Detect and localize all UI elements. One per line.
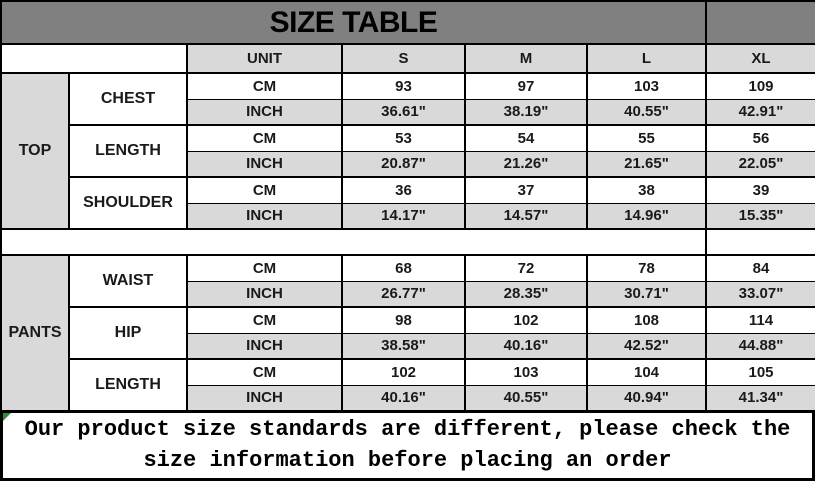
spacer-cell: [0, 228, 707, 256]
header-row: UNIT S M L XL: [0, 43, 815, 74]
cell-corner-flag-icon: [3, 413, 11, 421]
value-cell: 93: [341, 72, 466, 100]
measurement-label: LENGTH: [68, 358, 188, 412]
table-row: HIP CM 98 102 108 114: [1, 306, 815, 360]
value-cell: 40.94": [586, 384, 707, 412]
value-cell: 28.35": [464, 280, 588, 308]
value-cell: 14.17": [341, 202, 466, 230]
title-row: SIZE TABLE: [0, 0, 815, 45]
measurement-label: LENGTH: [68, 124, 188, 178]
value-cell: 72: [464, 254, 588, 282]
value-cell: 102: [341, 358, 466, 386]
value-cell: 33.07": [705, 280, 815, 308]
value-cell: 40.55": [464, 384, 588, 412]
unit-cell: CM: [186, 176, 343, 204]
column-header-unit: UNIT: [186, 43, 343, 74]
value-cell: 42.52": [586, 332, 707, 360]
value-cell: 104: [586, 358, 707, 386]
section-label-pants: PANTS: [0, 254, 70, 412]
section-label-top: TOP: [0, 72, 70, 230]
size-table: SIZE TABLE UNIT S M L XL TOP CHEST CM 93…: [0, 0, 815, 412]
unit-cell: INCH: [186, 98, 343, 126]
spacer-cell: [705, 228, 815, 256]
value-cell: 114: [705, 306, 815, 334]
value-cell: 97: [464, 72, 588, 100]
unit-cell: INCH: [186, 202, 343, 230]
table-row: INCH 20.87" 21.26" 21.65" 22.05": [1, 150, 815, 178]
note-line-2: size information before placing an order: [143, 447, 672, 473]
value-cell: 40.16": [341, 384, 466, 412]
value-cell: 105: [705, 358, 815, 386]
value-cell: 36.61": [341, 98, 466, 126]
measurement-label: HIP: [68, 306, 188, 360]
header-corner-cell: [0, 43, 188, 74]
value-cell: 14.96": [586, 202, 707, 230]
value-cell: 42.91": [705, 98, 815, 126]
title-row-spacer: [705, 0, 815, 45]
value-cell: 14.57": [464, 202, 588, 230]
value-cell: 40.55": [586, 98, 707, 126]
table-row: TOP CHEST CM 93 97 103 109: [0, 72, 815, 230]
table-row: LENGTH CM 53 54 55 56: [1, 124, 815, 178]
table-row: INCH 40.16" 40.55" 40.94" 41.34": [1, 384, 815, 412]
value-cell: 38: [586, 176, 707, 204]
value-cell: 78: [586, 254, 707, 282]
page-title: SIZE TABLE: [0, 0, 707, 45]
value-cell: 38.19": [464, 98, 588, 126]
value-cell: 103: [586, 72, 707, 100]
value-cell: 21.65": [586, 150, 707, 178]
value-cell: 39: [705, 176, 815, 204]
unit-cell: CM: [186, 254, 343, 282]
value-cell: 109: [705, 72, 815, 100]
size-note: Our product size standards are different…: [0, 411, 815, 481]
table-row: INCH 14.17" 14.57" 14.96" 15.35": [1, 202, 815, 230]
unit-cell: INCH: [186, 280, 343, 308]
value-cell: 41.34": [705, 384, 815, 412]
measurement-label: WAIST: [68, 254, 188, 308]
measurement-label: SHOULDER: [68, 176, 188, 230]
value-cell: 55: [586, 124, 707, 152]
value-cell: 36: [341, 176, 466, 204]
table-row: LENGTH CM 102 103 104 105: [1, 358, 815, 412]
unit-cell: CM: [186, 124, 343, 152]
column-header-size-xl: XL: [705, 43, 815, 74]
value-cell: 30.71": [586, 280, 707, 308]
value-cell: 68: [341, 254, 466, 282]
value-cell: 40.16": [464, 332, 588, 360]
spacer-row: [0, 228, 815, 256]
column-header-size-l: L: [586, 43, 707, 74]
unit-cell: INCH: [186, 332, 343, 360]
column-header-size-s: S: [341, 43, 466, 74]
table-row: SHOULDER CM 36 37 38 39: [1, 176, 815, 230]
value-cell: 56: [705, 124, 815, 152]
measurement-label: CHEST: [68, 72, 188, 126]
value-cell: 44.88": [705, 332, 815, 360]
value-cell: 84: [705, 254, 815, 282]
value-cell: 37: [464, 176, 588, 204]
value-cell: 53: [341, 124, 466, 152]
value-cell: 38.58": [341, 332, 466, 360]
unit-cell: CM: [186, 306, 343, 334]
value-cell: 22.05": [705, 150, 815, 178]
value-cell: 15.35": [705, 202, 815, 230]
value-cell: 54: [464, 124, 588, 152]
unit-cell: CM: [186, 358, 343, 386]
value-cell: 98: [341, 306, 466, 334]
table-row: INCH 36.61" 38.19" 40.55" 42.91": [1, 98, 815, 126]
value-cell: 26.77": [341, 280, 466, 308]
value-cell: 102: [464, 306, 588, 334]
table-row: INCH 26.77" 28.35" 30.71" 33.07": [1, 280, 815, 308]
unit-cell: CM: [186, 72, 343, 100]
value-cell: 108: [586, 306, 707, 334]
column-header-size-m: M: [464, 43, 588, 74]
unit-cell: INCH: [186, 384, 343, 412]
value-cell: 21.26": [464, 150, 588, 178]
table-row: PANTS WAIST CM 68 72 78 84: [0, 254, 815, 412]
value-cell: 20.87": [341, 150, 466, 178]
table-row: INCH 38.58" 40.16" 42.52" 44.88": [1, 332, 815, 360]
unit-cell: INCH: [186, 150, 343, 178]
value-cell: 103: [464, 358, 588, 386]
note-line-1: Our product size standards are different…: [24, 416, 791, 442]
